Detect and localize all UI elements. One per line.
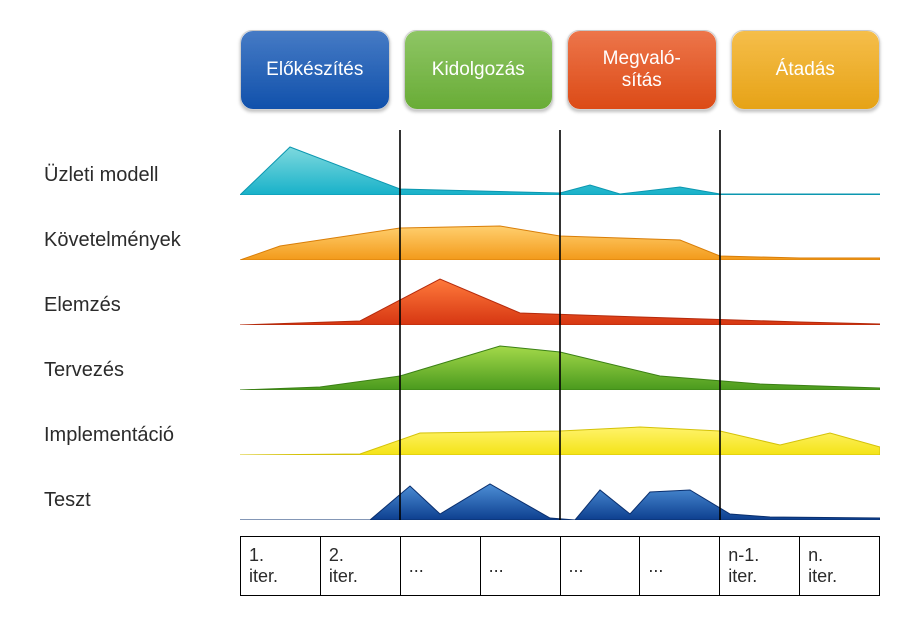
iteration-table: 1. iter.2. iter.............n-1. iter.n.… <box>240 536 880 596</box>
phase-pill-2: Megvaló- sítás <box>567 30 717 110</box>
discipline-label: Tervezés <box>40 359 235 382</box>
discipline-area <box>240 195 880 260</box>
phase-pill-1: Kidolgozás <box>404 30 554 110</box>
iteration-cell: n. iter. <box>800 537 879 595</box>
phase-label: Kidolgozás <box>432 59 525 81</box>
discipline-label: Implementáció <box>40 424 235 447</box>
iteration-cell: ... <box>640 537 720 595</box>
discipline-area <box>240 130 880 195</box>
iteration-cell: ... <box>561 537 641 595</box>
discipline-area <box>240 325 880 390</box>
discipline-row: Elemzés <box>40 260 880 325</box>
phase-label: Előkészítés <box>266 59 363 81</box>
chart-area: Üzleti modell Követelmények Elemzés Tervezé… <box>40 130 880 520</box>
phase-headers: Előkészítés Kidolgozás Megvaló- sítás Átadá… <box>240 30 880 110</box>
discipline-area <box>240 260 880 325</box>
discipline-row: Tervezés <box>40 325 880 390</box>
iteration-cell: ... <box>481 537 561 595</box>
iteration-cell: 1. iter. <box>241 537 321 595</box>
phase-label: Megvaló- sítás <box>603 48 681 92</box>
iteration-cell: n-1. iter. <box>720 537 800 595</box>
phase-pill-0: Előkészítés <box>240 30 390 110</box>
discipline-label: Üzleti modell <box>40 164 235 187</box>
discipline-area <box>240 390 880 455</box>
phase-pill-3: Átadás <box>731 30 881 110</box>
discipline-row: Implementáció <box>40 390 880 455</box>
phase-label: Átadás <box>776 59 835 81</box>
iteration-cell: ... <box>401 537 481 595</box>
discipline-area <box>240 455 880 520</box>
discipline-label: Teszt <box>40 489 235 512</box>
discipline-row: Üzleti modell <box>40 130 880 195</box>
discipline-label: Követelmények <box>40 229 235 252</box>
discipline-row: Teszt <box>40 455 880 520</box>
rup-diagram: Előkészítés Kidolgozás Megvaló- sítás Átadá… <box>40 30 880 610</box>
discipline-label: Elemzés <box>40 294 235 317</box>
discipline-row: Követelmények <box>40 195 880 260</box>
iteration-cell: 2. iter. <box>321 537 401 595</box>
